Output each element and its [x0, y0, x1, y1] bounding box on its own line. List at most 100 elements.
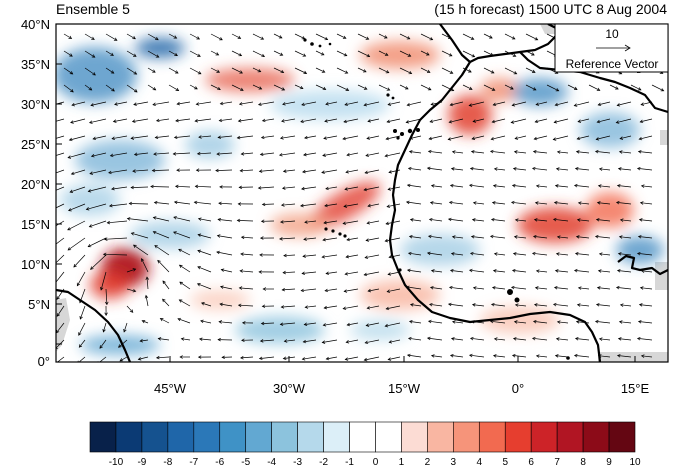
wind-vector: [154, 245, 170, 256]
wind-vector: [616, 118, 632, 124]
wind-vector: [343, 203, 359, 207]
wind-vector: [546, 84, 559, 92]
wind-vector: [556, 168, 569, 171]
wind-vector: [114, 101, 128, 105]
wind-vector: [126, 288, 136, 292]
wind-vector: [141, 258, 149, 273]
wind-vector: [129, 203, 149, 205]
wind-vector-head: [198, 337, 203, 341]
wind-vector: [364, 356, 380, 361]
wind-vector: [385, 322, 401, 327]
colorbar-swatch: [375, 421, 402, 453]
wind-vector-head: [324, 119, 328, 123]
wind-vector: [513, 168, 527, 171]
wind-vector-head: [301, 102, 305, 107]
wind-vector-head: [365, 238, 370, 242]
wind-vector-head: [510, 120, 515, 124]
wind-vector: [99, 356, 107, 362]
wind-vector: [303, 152, 317, 156]
wind-vector-head: [220, 268, 225, 272]
wind-vector: [578, 118, 590, 123]
wind-vector-head: [197, 249, 201, 253]
wind-vector-head: [198, 135, 202, 139]
wind-vector: [174, 201, 191, 205]
wind-vector-head: [219, 101, 224, 106]
wind-vector-head: [78, 344, 83, 348]
wind-vector: [100, 271, 107, 290]
wind-vector: [441, 50, 453, 57]
wind-vector: [536, 101, 548, 106]
wind-vector-head: [343, 204, 348, 208]
wind-vector-head: [50, 227, 53, 230]
wind-vector: [410, 219, 422, 222]
wind-vector-head: [363, 187, 368, 192]
wind-vector-head: [239, 168, 244, 173]
wind-vector: [536, 270, 548, 273]
wind-vector-head: [490, 137, 495, 141]
wind-vector-head: [470, 150, 475, 154]
wind-vector-head: [366, 53, 371, 58]
wind-vector-head: [131, 119, 136, 123]
wind-vector: [346, 237, 359, 241]
wind-vector: [56, 271, 65, 283]
wind-vector-head: [618, 320, 623, 324]
wind-vector-head: [153, 152, 157, 156]
wind-vector-head: [239, 70, 243, 74]
wind-vector: [483, 33, 493, 39]
wind-vector-head: [387, 102, 392, 106]
wind-vector: [303, 237, 317, 240]
wind-vector: [452, 151, 464, 154]
wind-vector-head: [151, 168, 156, 173]
wind-vector: [554, 202, 569, 205]
wind-vector: [56, 186, 65, 191]
wind-vector-head: [301, 186, 305, 191]
wind-vector-head: [636, 336, 641, 341]
wind-vector-head: [450, 167, 455, 171]
wind-vector-head: [426, 336, 431, 341]
wind-vector: [178, 248, 191, 256]
wind-vector: [68, 203, 86, 211]
wind-vector: [534, 304, 548, 307]
wind-vector-head: [280, 69, 285, 74]
wind-vector-head: [492, 269, 497, 273]
wind-vector: [533, 321, 548, 324]
wind-vector-head: [427, 319, 432, 324]
wind-vector: [357, 67, 367, 73]
wind-vector-head: [216, 69, 221, 73]
lon-label-0: 0°: [512, 381, 524, 396]
coastlines: [56, 24, 668, 362]
wind-vector-head: [342, 306, 347, 310]
wind-vector: [294, 67, 307, 74]
colorbar-swatch: [608, 421, 636, 453]
wind-vector: [197, 152, 212, 155]
wind-vector: [260, 152, 275, 155]
wind-vector: [596, 304, 611, 307]
wind-vector-head: [490, 302, 495, 307]
wind-vector: [71, 169, 86, 175]
colorbar-swatch: [556, 421, 584, 453]
wind-vector-head: [427, 149, 432, 154]
wind-vector-head: [67, 155, 72, 159]
wind-vector: [575, 168, 590, 171]
wind-vector-head: [555, 337, 560, 341]
wind-vector-head: [512, 53, 517, 57]
wind-vector: [322, 254, 338, 258]
wind-vector: [431, 270, 443, 273]
wind-vector: [258, 186, 275, 189]
wind-vector: [493, 270, 506, 273]
wind-vector-head: [384, 323, 389, 328]
wind-vector: [146, 277, 149, 290]
wind-vector-head: [91, 36, 95, 40]
wind-vector-head: [596, 119, 601, 124]
wind-vector-head: [50, 156, 53, 159]
wind-vector: [367, 220, 380, 224]
wind-vector-head: [532, 319, 537, 324]
wind-vector: [512, 355, 527, 358]
wind-vector-head: [535, 354, 540, 358]
colorbar-swatch: [349, 421, 376, 453]
wind-vector: [103, 322, 107, 332]
wind-vector: [619, 151, 632, 154]
wind-vector-head: [388, 170, 392, 174]
wind-vector-head: [88, 87, 93, 91]
wind-vector-head: [155, 54, 160, 58]
